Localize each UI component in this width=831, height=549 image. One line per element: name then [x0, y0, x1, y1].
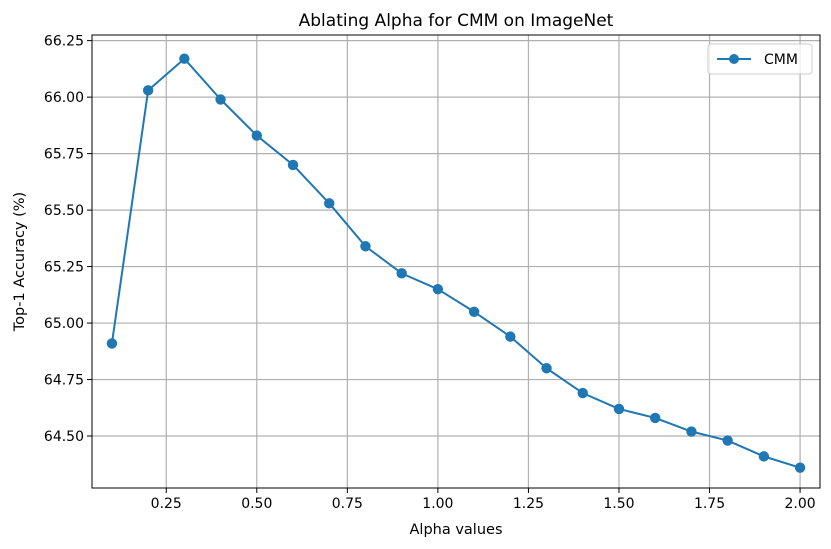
legend: CMM [707, 43, 813, 75]
data-point [758, 451, 770, 462]
data-point [179, 53, 190, 64]
x-tick-label: 1.50 [603, 496, 634, 512]
y-tick-label: 65.50 [44, 203, 84, 219]
x-axis-label: Alpha values [410, 522, 503, 538]
x-tick-label: 1.25 [513, 496, 544, 512]
data-point [106, 338, 118, 349]
grid-layer [92, 35, 820, 488]
series-line-cmm [110, 57, 801, 469]
y-tick-label: 64.75 [44, 373, 84, 389]
x-tick-label: 0.75 [332, 496, 363, 512]
y-tick-label: 65.25 [44, 260, 84, 276]
data-point [360, 241, 371, 252]
y-tick-label: 66.25 [44, 34, 84, 50]
data-point [142, 85, 154, 96]
y-axis-label: Top-1 Accuracy (%) [12, 192, 28, 332]
chart-title: Ablating Alpha for CMM on ImageNet [299, 11, 614, 31]
data-point [432, 283, 444, 295]
series-layer [106, 53, 806, 473]
x-tick-label: 0.25 [151, 496, 182, 512]
data-point [396, 268, 407, 279]
x-tick-label: 0.50 [241, 496, 272, 512]
data-point [251, 130, 262, 141]
data-point [794, 462, 806, 473]
x-tick-label: 2.00 [784, 496, 815, 512]
y-tick-label: 65.75 [44, 147, 84, 163]
data-point [215, 94, 226, 105]
plot-area-frame [91, 34, 821, 489]
y-tick-label: 66.00 [44, 90, 84, 106]
data-point [686, 426, 697, 437]
tick-layer: 0.25 0.50 0.75 1.00 1.25 1.50 1.75 2.00 64.50 64.… [44, 34, 816, 512]
data-point [541, 363, 552, 374]
legend-box [707, 43, 813, 75]
x-tick-label: 1.75 [694, 496, 725, 512]
y-tick-label: 65.00 [44, 316, 84, 332]
legend-marker-sample [729, 54, 739, 64]
data-point [505, 331, 516, 342]
data-point [324, 198, 335, 209]
data-point [577, 387, 588, 399]
data-point [468, 306, 480, 317]
data-point [287, 159, 299, 171]
legend-entry-label: CMM [764, 52, 798, 68]
x-tick-label: 1.00 [422, 496, 453, 512]
data-point [613, 403, 625, 415]
y-tick-label: 64.50 [44, 429, 84, 445]
data-point [650, 412, 661, 424]
data-point [722, 435, 733, 446]
